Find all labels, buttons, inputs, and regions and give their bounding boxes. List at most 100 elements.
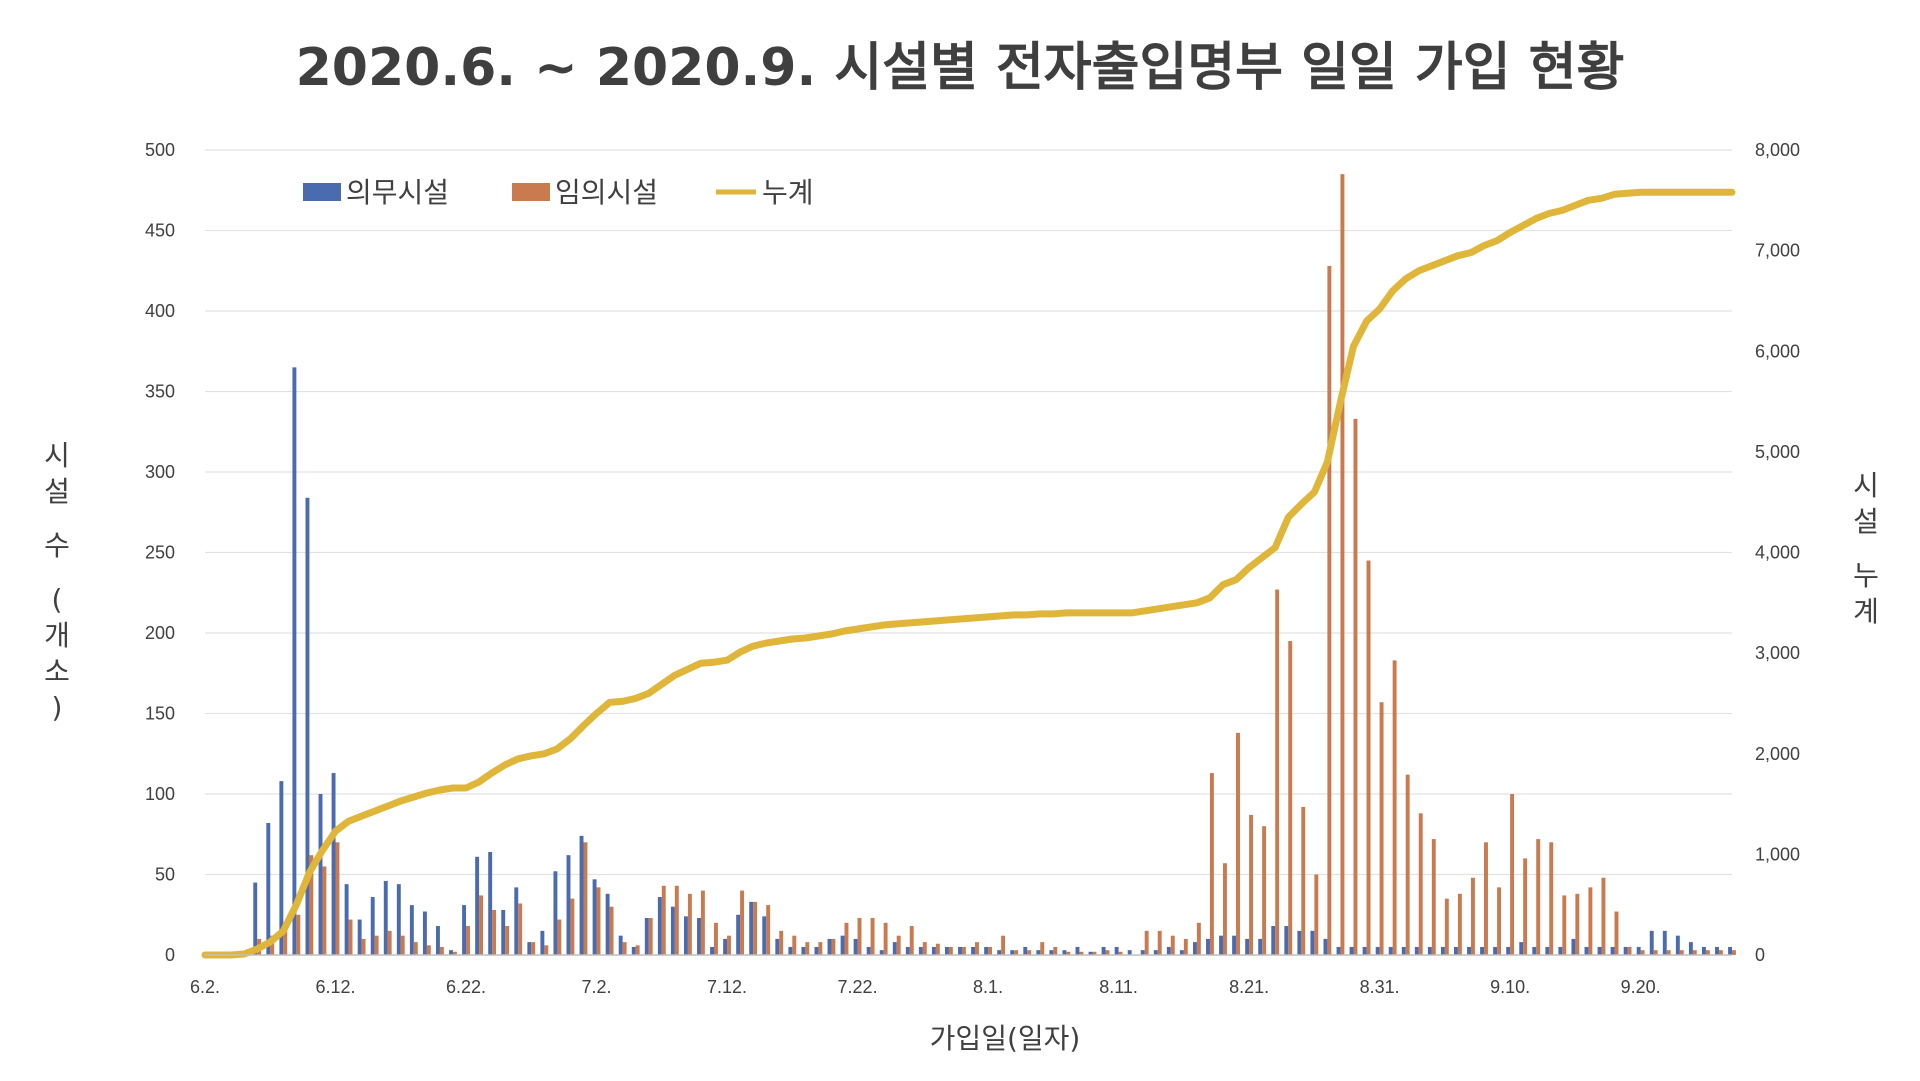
- bar-mandatory: [396, 884, 401, 955]
- legend-item-mandatory: 의무시설: [303, 176, 449, 209]
- bar-voluntary: [1718, 950, 1723, 955]
- bar-mandatory: [436, 926, 440, 955]
- bar-mandatory: [1088, 951, 1093, 955]
- bar-mandatory: [762, 916, 767, 955]
- y-axis-left-title-char: 소: [44, 655, 70, 688]
- bar-mandatory: [253, 882, 258, 955]
- bar-voluntary: [1457, 893, 1462, 955]
- axes: 0 50 100 150 200 250 300 350 400 450 500 0 1,000 2,00…: [145, 140, 1800, 997]
- x-tick-label: 6.12.: [315, 977, 355, 997]
- bar-mandatory: [344, 884, 349, 955]
- y-tick-left: 400: [145, 301, 175, 321]
- legend: 의무시설 임의시설 누계: [303, 176, 814, 209]
- y-tick-left: 300: [145, 462, 175, 482]
- bar-mandatory: [488, 851, 493, 955]
- bar-voluntary: [505, 926, 510, 955]
- bar-mandatory: [866, 946, 871, 955]
- bar-mandatory: [1258, 938, 1263, 955]
- bar-mandatory: [1023, 946, 1028, 955]
- bar-mandatory: [945, 946, 949, 955]
- bar-mandatory: [605, 893, 610, 955]
- bar-voluntary: [1079, 951, 1084, 955]
- bar-mandatory: [670, 906, 675, 955]
- legend-swatch-voluntary: [512, 183, 550, 201]
- x-tick-label: 8.11.: [1099, 977, 1138, 997]
- bar-voluntary: [609, 906, 614, 955]
- bar-voluntary: [1614, 911, 1619, 955]
- y-tick-left: 200: [145, 623, 175, 643]
- bar-voluntary: [1027, 950, 1032, 955]
- bar-voluntary: [1066, 951, 1071, 955]
- bar-mandatory: [1153, 950, 1158, 955]
- bar-voluntary: [766, 905, 771, 955]
- bar-mandatory: [827, 938, 832, 955]
- bar-mandatory: [1114, 946, 1119, 955]
- bar-voluntary: [296, 914, 301, 955]
- bar-mandatory: [971, 946, 976, 955]
- bar-voluntary: [1262, 826, 1267, 955]
- bar-mandatory: [1623, 946, 1628, 955]
- bar-mandatory: [1728, 946, 1732, 955]
- bar-voluntary: [648, 917, 653, 955]
- bar-voluntary: [374, 935, 379, 955]
- y-tick-right: 8,000: [1755, 140, 1800, 160]
- bar-voluntary: [322, 866, 327, 955]
- bar-voluntary: [270, 935, 275, 955]
- bar-mandatory: [1388, 946, 1393, 955]
- bar-mandatory: [723, 938, 728, 955]
- bar-voluntary: [714, 922, 718, 955]
- bar-mandatory: [1192, 942, 1197, 955]
- bar-voluntary: [466, 926, 470, 955]
- bar-voluntary: [1484, 842, 1488, 955]
- bar-mandatory: [1454, 946, 1458, 955]
- bar-mandatory: [801, 946, 806, 955]
- bar-voluntary: [1510, 794, 1515, 955]
- bar-mandatory: [1636, 946, 1641, 955]
- y-tick-left: 500: [145, 140, 175, 160]
- bar-voluntary: [1014, 950, 1019, 955]
- bar-voluntary: [335, 842, 340, 955]
- y-axis-right-title-char: 계: [1853, 595, 1879, 628]
- bar-voluntary: [779, 930, 784, 955]
- bar-voluntary: [544, 945, 549, 955]
- bar-mandatory: [592, 879, 597, 955]
- bar-voluntary: [518, 903, 523, 955]
- gridlines: [205, 149, 1732, 876]
- bar-voluntary: [635, 945, 640, 955]
- y-tick-left: 350: [145, 382, 175, 402]
- bar-mandatory: [1584, 946, 1589, 955]
- bar-voluntary: [1288, 641, 1293, 955]
- bar-voluntary: [896, 935, 901, 955]
- bar-voluntary: [1183, 938, 1188, 955]
- bar-voluntary: [1196, 922, 1201, 955]
- bar-mandatory: [1519, 942, 1524, 955]
- bar-mandatory: [814, 946, 819, 955]
- bar-voluntary: [753, 901, 758, 955]
- bar-mandatory: [1440, 946, 1445, 955]
- y-axis-left-title-char: (: [52, 583, 63, 616]
- y-tick-left: 250: [145, 543, 175, 563]
- bar-mandatory: [1675, 935, 1680, 955]
- bar-voluntary: [413, 942, 418, 955]
- y-axis-right-title-char: 설: [1853, 505, 1879, 538]
- bar-mandatory: [370, 897, 375, 955]
- legend-label-cumulative: 누계: [762, 176, 814, 209]
- bar-voluntary: [1418, 813, 1423, 955]
- bar-mandatory: [1062, 950, 1067, 955]
- x-tick-label: 8.21.: [1229, 977, 1269, 997]
- bar-voluntary: [1601, 877, 1606, 955]
- bar-mandatory: [540, 930, 545, 955]
- bar-mandatory: [1049, 950, 1054, 955]
- bar-voluntary: [1379, 702, 1384, 955]
- bar-voluntary: [1236, 732, 1240, 955]
- bar-voluntary: [674, 885, 679, 955]
- bar-mandatory: [383, 880, 388, 955]
- bar-mandatory: [318, 794, 323, 955]
- y-tick-right: 3,000: [1755, 643, 1800, 663]
- bar-mandatory: [462, 905, 467, 955]
- y-tick-right: 2,000: [1755, 744, 1800, 764]
- bar-voluntary: [596, 887, 601, 955]
- bar-voluntary: [661, 885, 666, 955]
- bar-mandatory: [958, 946, 962, 955]
